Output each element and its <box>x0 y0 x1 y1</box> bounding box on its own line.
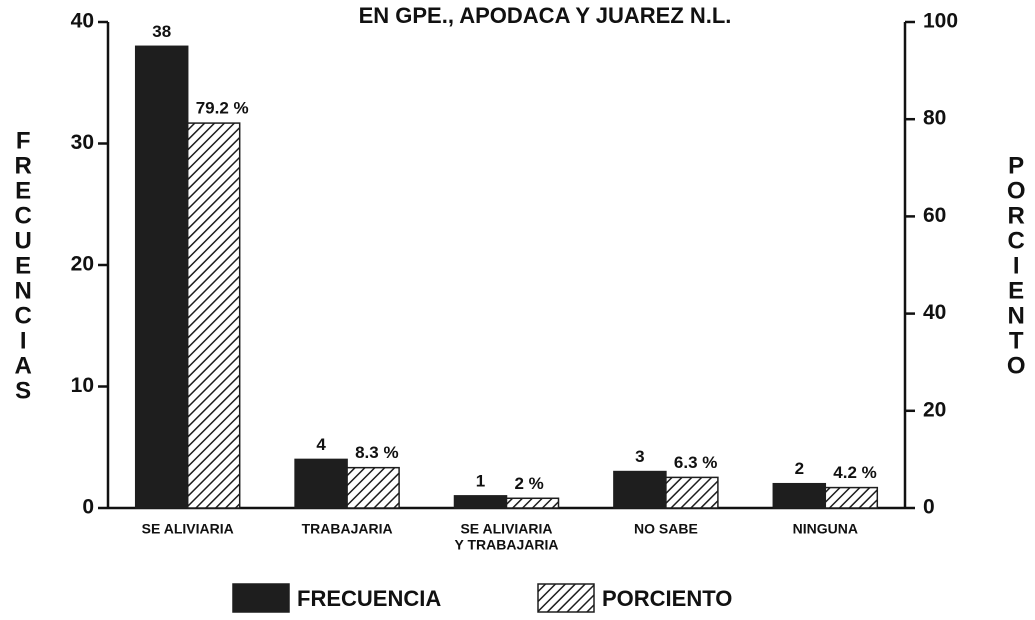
y2-tick-label: 100 <box>923 10 958 33</box>
bar <box>134 45 189 509</box>
x-tick-label: Y TRABAJARIA <box>455 537 559 553</box>
y2-tick-label: 40 <box>923 301 946 324</box>
y2-tick-label: 80 <box>923 107 946 130</box>
bar <box>186 122 241 509</box>
y-tick-label: 0 <box>82 496 94 519</box>
y-tick-label: 30 <box>71 131 94 154</box>
y-axis-label: FRECUENCIAS <box>10 128 37 403</box>
legend-swatch <box>537 583 595 613</box>
bar <box>453 495 508 509</box>
y2-tick-label: 20 <box>923 398 946 421</box>
value-label: 4 <box>316 435 326 454</box>
bar <box>772 482 827 509</box>
x-tick-label: NINGUNA <box>793 521 858 537</box>
x-tick-label: SE ALIVIARIA <box>142 521 234 537</box>
value-label: 6.3 % <box>674 453 717 472</box>
y2-tick-label: 0 <box>923 496 935 519</box>
value-label: 4.2 % <box>833 463 876 482</box>
x-tick-label: TRABAJARIA <box>302 521 393 537</box>
value-label: 3 <box>635 447 644 466</box>
bar <box>505 497 560 509</box>
chart-title: EN GPE., APODACA Y JUAREZ N.L. <box>359 3 732 28</box>
value-label: 38 <box>152 22 171 41</box>
x-tick-label: SE ALIVIARIA <box>460 521 552 537</box>
y-tick-label: 20 <box>71 253 94 276</box>
y-tick-label: 10 <box>71 374 94 397</box>
bar <box>346 466 400 509</box>
value-label: 8.3 % <box>355 443 398 462</box>
value-label: 1 <box>476 471 485 490</box>
x-tick-label: NO SABE <box>634 521 698 537</box>
value-label: 79.2 % <box>196 99 249 118</box>
y-tick-label: 40 <box>71 10 94 33</box>
legend-label: FRECUENCIA <box>297 586 441 611</box>
y2-tick-label: 60 <box>923 204 946 227</box>
legend-swatch <box>232 583 290 613</box>
bar <box>665 476 719 509</box>
value-label: 2 % <box>515 474 544 493</box>
y2-axis-label: PORCIENTO <box>1003 153 1030 378</box>
value-label: 2 <box>795 459 804 478</box>
bar <box>294 458 348 509</box>
bar <box>613 470 667 509</box>
bar <box>824 486 879 509</box>
legend-label: PORCIENTO <box>602 586 732 611</box>
